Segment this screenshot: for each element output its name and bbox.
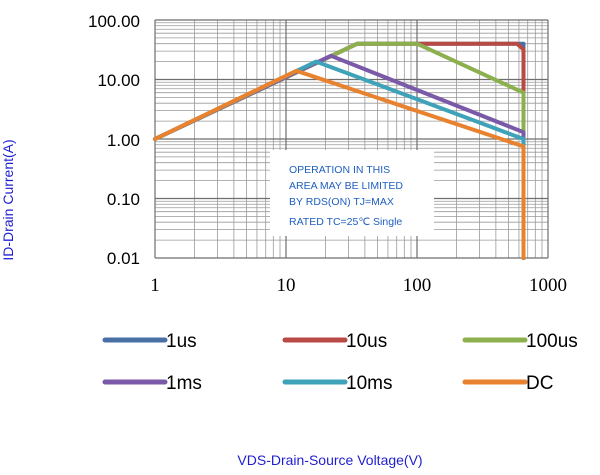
y-tick-label: 1.00 bbox=[107, 131, 140, 150]
x-axis-title: VDS-Drain-Source Voltage(V) bbox=[237, 452, 422, 468]
series-line-dc bbox=[153, 68, 526, 260]
legend-item-dc: DC bbox=[462, 373, 553, 394]
y-axis-title: ID-Drain Current(A) bbox=[0, 139, 16, 260]
legend-item-1ms: 1ms bbox=[102, 373, 202, 394]
y-tick-label: 0.10 bbox=[107, 190, 140, 209]
y-axis-ticks: 0.01 0.10 1.00 10.00 100.00 bbox=[88, 12, 140, 268]
x-tick-label: 1 bbox=[150, 275, 160, 296]
legend-label: 10ms bbox=[346, 373, 392, 394]
legend-item-10ms: 10ms bbox=[282, 373, 392, 394]
annotation-line-3: BY RDS(ON) TJ=MAX bbox=[289, 196, 394, 208]
x-tick-label: 1000 bbox=[529, 275, 567, 296]
legend: 1us 10us 100us 1ms 10ms DC bbox=[102, 331, 578, 394]
y-tick-label: 0.01 bbox=[107, 249, 140, 268]
legend-label: 100us bbox=[526, 331, 578, 352]
annotation-line-4: RATED TC=25℃ Single bbox=[289, 216, 402, 228]
y-tick-label: 10.00 bbox=[97, 71, 140, 90]
legend-label: 1ms bbox=[166, 373, 202, 394]
annotation-background bbox=[270, 150, 434, 236]
annotation-line-2: AREA MAY BE LIMITED bbox=[289, 180, 403, 192]
x-tick-label: 10 bbox=[277, 275, 296, 296]
legend-label: 1us bbox=[166, 331, 197, 352]
y-tick-label: 100.00 bbox=[88, 12, 140, 31]
legend-item-10us: 10us bbox=[282, 331, 387, 352]
annotation-box: OPERATION IN THIS AREA MAY BE LIMITED BY… bbox=[270, 150, 434, 236]
annotation-line-1: OPERATION IN THIS bbox=[289, 164, 390, 176]
legend-item-1us: 1us bbox=[102, 331, 197, 352]
x-axis-ticks: 1 10 100 1000 bbox=[150, 275, 567, 296]
legend-item-100us: 100us bbox=[462, 331, 578, 352]
x-tick-label: 100 bbox=[403, 275, 432, 296]
legend-label: DC bbox=[526, 373, 553, 394]
series-lines bbox=[153, 41, 526, 260]
legend-label: 10us bbox=[346, 331, 387, 352]
